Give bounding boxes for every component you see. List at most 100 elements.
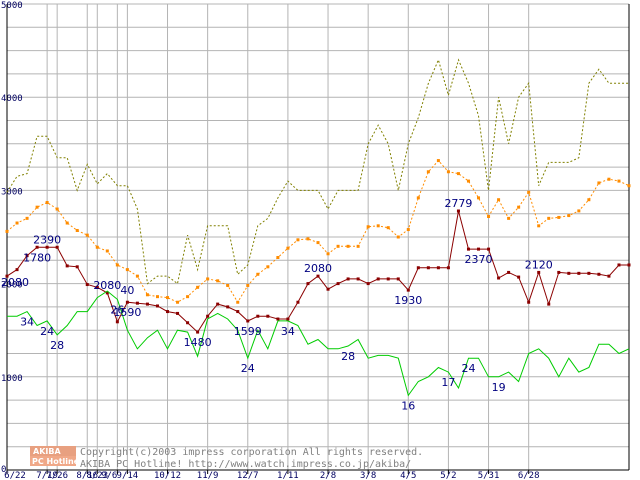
series-price-point [386,277,390,281]
series-average-point [256,272,260,276]
series-price-point [487,247,491,251]
logo-line2: PC Hotline! [32,457,83,466]
series-price-point [587,271,591,275]
x-tick-label: 5/2 [440,471,456,480]
url-text: AKIBA PC Hotline! http://www.watch.impre… [80,459,411,470]
series-average-point [607,177,611,181]
data-label-quantity: 24 [40,325,54,338]
data-label-quantity: 17 [441,376,455,389]
x-tick-label: 7/26 [46,471,68,480]
series-average-point [95,245,99,249]
series-average-point [196,285,200,289]
y-tick-label: 5000 [1,1,23,11]
series-average-point [466,179,470,183]
x-tick-label: 7/19 [36,471,58,480]
series-price-point [466,247,470,251]
x-tick-label: 5/31 [478,471,500,480]
series-average-point [436,159,440,163]
x-tick-label: 12/7 [237,471,259,480]
data-label-price: 1480 [184,336,212,349]
series-average-point [326,252,330,256]
series-average-point [166,296,170,300]
series-price-point [286,317,290,321]
series-average-point [617,179,621,183]
data-label-price: 2779 [444,197,472,210]
x-tick-label: 6/28 [518,471,540,480]
series-price-point [507,270,511,274]
series-price-point [416,266,420,270]
grid [6,3,629,470]
x-tick-label: 11/9 [197,471,219,480]
series-price-point [597,272,601,276]
x-tick-label: 6/22 [4,471,26,480]
series-average-point [15,221,19,225]
data-label-price: 2120 [525,258,553,271]
series-price-point [426,266,430,270]
series-average-point [176,300,180,304]
series-price-point [577,271,581,275]
series-price-point [135,301,139,305]
series-average-point [276,256,280,260]
series-average-point [206,277,210,281]
series-average-point [527,190,531,194]
series-quantity-line [7,290,630,397]
series-average-point [426,170,430,174]
series-average-point [135,274,139,278]
data-label-quantity: 24 [461,362,475,375]
series-price-point [456,209,460,213]
series-average-point [296,238,300,242]
series-price-point [216,302,220,306]
series-average-point [346,244,350,248]
series-average-point [25,216,29,220]
series-average-point [577,209,581,213]
series-price-point [85,283,89,287]
data-label-price: 1780 [23,251,51,264]
series-average-point [557,215,561,219]
series-average-point [507,216,511,220]
series-price-point [567,271,571,275]
series-average-point [115,263,119,267]
x-tick-label: 10/12 [154,471,181,480]
data-label-quantity: 28 [341,350,355,363]
series-price-point [25,254,29,258]
series-average-point [266,265,270,269]
series-average-point [286,246,290,250]
series-average-point [396,235,400,239]
x-tick-label: 9/6 [101,471,117,480]
x-tick-label: 3/8 [360,471,376,480]
series-price-point [627,263,631,267]
series-price-point [406,288,410,292]
y-tick-label: 4000 [1,94,23,104]
data-label-price: 1599 [234,325,262,338]
data-label-price: 1590 [113,306,141,319]
x-tick-label: 9/14 [117,471,139,480]
series-price-point [336,282,340,286]
series-average-point [366,225,370,229]
watermark: AKIBA PC Hotline! Copyright(c)2003 impre… [30,446,423,470]
x-tick-label: 8/16 [76,471,98,480]
series-average-point [316,241,320,245]
data-label-price: 2080 [1,276,29,289]
series-average-point [246,283,250,287]
series-average-point [216,279,220,283]
series-price-point [176,311,180,315]
series-price-point [296,300,300,304]
data-label-price: 2390 [33,233,61,246]
data-label-price: 2080 [93,279,121,292]
data-label-price: 40 [120,284,134,297]
series-price-point [125,300,129,304]
series-price-point [145,302,149,306]
logo-top-block [30,446,76,456]
series-average-point [376,224,380,228]
series-price-point [376,277,380,281]
y-tick-label: 1000 [1,374,23,384]
series-price-point [527,300,531,304]
series-price-point [326,287,330,291]
logo-bottom-block [30,456,76,466]
series-price-point [366,282,370,286]
series-price-point [5,274,9,278]
series-price-point [65,264,69,268]
x-tick-label: 8/23 [86,471,108,480]
